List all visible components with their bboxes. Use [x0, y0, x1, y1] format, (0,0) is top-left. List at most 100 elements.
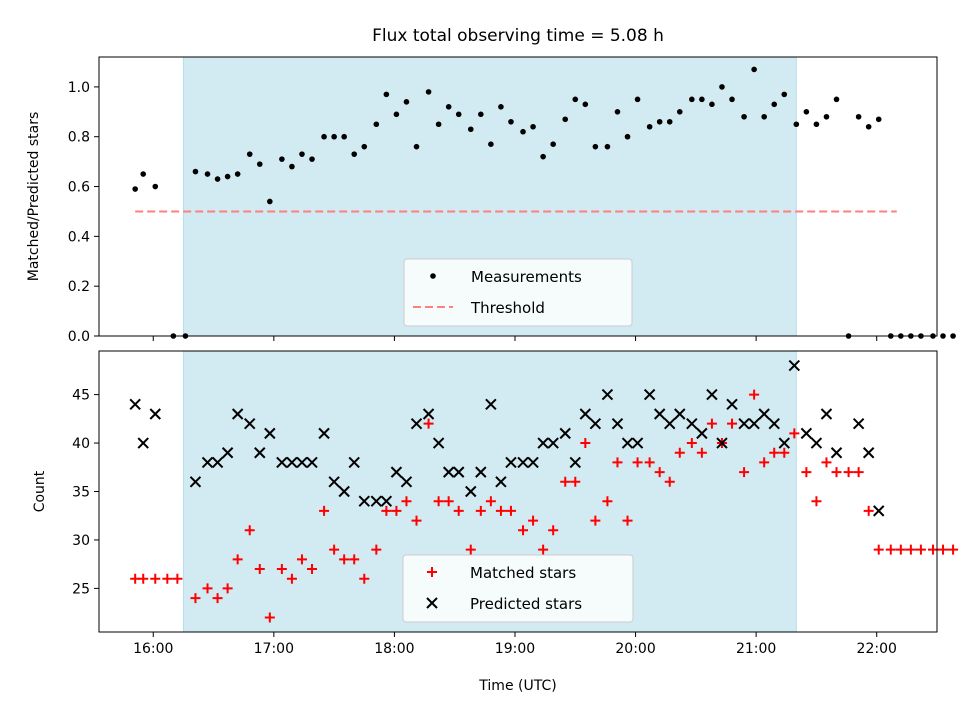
measurement-point — [646, 123, 653, 130]
predicted-stars-point — [527, 456, 539, 469]
count-axes-frame — [98, 350, 938, 633]
measurement-point — [361, 143, 368, 150]
chart-title: Flux total observing time = 5.08 h — [372, 26, 664, 46]
matched-stars-point — [863, 505, 874, 516]
matched-stars-point — [296, 554, 307, 565]
y-tick-label: 0.6 — [68, 180, 90, 196]
predicted-stars-point — [716, 437, 728, 449]
matched-stars-point — [319, 505, 330, 516]
predicted-stars-point — [643, 388, 656, 401]
measurement-point — [204, 171, 211, 177]
matched-stars-point — [254, 564, 265, 575]
predicted-stars-point — [380, 495, 393, 507]
matched-stars-point — [905, 544, 916, 555]
legend-marker — [430, 273, 436, 279]
predicted-stars-point — [706, 388, 718, 401]
matched-stars-point — [465, 544, 476, 555]
y-tick-label: 0.2 — [68, 279, 90, 295]
predicted-stars-point — [306, 456, 318, 469]
legend-label: Threshold — [470, 299, 545, 317]
predicted-stars-point — [820, 408, 833, 420]
measurement-point — [540, 153, 546, 160]
matched-stars-point — [948, 544, 959, 555]
matched-stars-point — [349, 554, 360, 565]
predicted-stars-point — [601, 388, 614, 401]
measurement-point — [604, 143, 611, 150]
measurement-point — [478, 111, 484, 118]
measurement-point — [331, 133, 337, 140]
measurement-point — [562, 116, 569, 123]
predicted-stars-point — [254, 447, 266, 459]
legend-label: Measurements — [471, 268, 582, 286]
matched-stars-point — [505, 505, 516, 516]
matched-stars-point — [739, 467, 750, 478]
legend-label: Predicted stars — [470, 595, 582, 613]
y-tick-label: 1.0 — [68, 80, 90, 96]
measurement-point — [761, 113, 767, 120]
y-tick-label: 25 — [72, 581, 90, 597]
legend-marker — [426, 597, 438, 609]
measurement-point — [676, 109, 683, 115]
predicted-stars-point — [201, 456, 214, 469]
predicted-stars-point — [505, 456, 517, 469]
measurement-point — [634, 96, 641, 103]
measurement-point — [152, 183, 159, 190]
predicted-stars-point — [686, 417, 698, 430]
matched-stars-point — [580, 438, 591, 449]
predicted-stars-point — [296, 456, 308, 469]
x-tick-label: 18:00 — [374, 641, 414, 657]
matched-stars-point — [475, 505, 486, 516]
predicted-stars-point — [358, 495, 370, 507]
measurement-point — [341, 133, 347, 140]
predicted-stars-point — [726, 398, 738, 411]
matched-stars-point — [779, 447, 790, 458]
matched-stars-point — [359, 573, 370, 584]
predicted-stars-point — [370, 495, 383, 507]
matched-stars-point — [674, 447, 685, 458]
matched-stars-point — [485, 496, 496, 507]
y-tick-label: 45 — [72, 388, 90, 404]
y-tick-label: 0.0 — [68, 329, 90, 345]
measurement-point — [403, 99, 410, 105]
measurement-point — [950, 333, 956, 339]
y-tick-label: 30 — [72, 533, 90, 549]
predicted-stars-point — [653, 408, 666, 420]
predicted-stars-point — [748, 417, 760, 430]
measurement-point — [508, 118, 514, 125]
measurement-point — [455, 111, 462, 118]
measurement-point — [140, 171, 147, 177]
predicted-stars-point — [137, 437, 149, 449]
matched-stars-point — [411, 515, 422, 526]
predicted-stars-point — [537, 437, 549, 449]
matched-stars-point — [927, 544, 938, 555]
matched-stars-point — [885, 544, 896, 555]
predicted-stars-point — [547, 437, 559, 449]
matched-stars-point — [696, 447, 707, 458]
matched-stars-point — [162, 573, 173, 584]
predicted-stars-point — [264, 427, 276, 440]
predicted-stars-point — [221, 447, 234, 459]
matched-stars-point — [286, 573, 297, 584]
predicted-stars-point — [410, 417, 423, 430]
matched-stars-point — [602, 496, 613, 507]
x-tick-label: 16:00 — [133, 641, 173, 657]
measurement-point — [321, 133, 327, 140]
ratio-axes-frame — [98, 56, 938, 337]
matched-stars-point — [371, 544, 382, 555]
matched-stars-point — [329, 544, 340, 555]
matched-stars-point — [172, 573, 183, 584]
measurement-point — [624, 133, 631, 140]
measurement-point — [214, 176, 221, 182]
predicted-stars-point — [422, 408, 435, 420]
x-axis-label: Time (UTC) — [478, 678, 556, 694]
matched-stars-point — [769, 447, 780, 458]
predicted-stars-point — [442, 466, 455, 478]
measurement-point — [793, 121, 800, 128]
x-tick-label: 19:00 — [495, 641, 535, 657]
predicted-stars-point — [611, 417, 624, 430]
predicted-stars-point — [453, 466, 465, 478]
x-tick-label: 20:00 — [615, 641, 655, 657]
predicted-stars-point — [231, 408, 244, 420]
measurement-point — [246, 151, 253, 157]
